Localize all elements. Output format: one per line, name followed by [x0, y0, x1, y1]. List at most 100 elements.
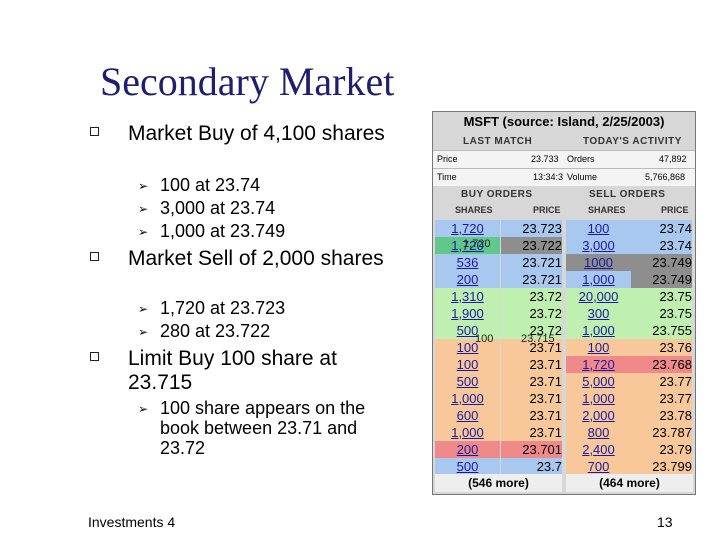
sell-price-cell: 23.76: [631, 339, 692, 356]
sell-shares-cell[interactable]: 700: [566, 458, 631, 475]
square-bullet-icon: [90, 252, 99, 261]
order-row: 1,900 23.72 300 23.75: [435, 305, 693, 322]
sell-shares-cell[interactable]: 1,000: [566, 322, 631, 339]
sell-shares-cell[interactable]: 20,000: [566, 288, 631, 305]
time-label: Time: [437, 172, 457, 182]
sell-shares-cell[interactable]: 2,000: [566, 407, 631, 424]
last-match-label: LAST MATCH: [463, 136, 533, 147]
arrow-bullet-icon: ➢: [138, 302, 149, 316]
buy-price-cell: 23.72: [501, 288, 562, 305]
order-row: 1,720 23.722 3,000 23.74: [435, 237, 693, 254]
bullet-text: Market Sell of 2,000 shares: [128, 247, 384, 270]
sell-shares-cell[interactable]: 800: [566, 424, 631, 441]
sell-shares-cell[interactable]: 100: [566, 220, 631, 237]
buy-shares-cell[interactable]: 500: [435, 322, 500, 339]
buy-orders-label: BUY ORDERS: [461, 189, 533, 200]
buy-price-cell: 23.722: [501, 237, 562, 254]
sub-bullet-text: 100 share appears on the book between 23…: [160, 398, 366, 458]
sell-price-cell: 23.799: [631, 458, 692, 475]
sell-shares-cell[interactable]: 1,000: [566, 390, 631, 407]
buy-shares-cell[interactable]: 536: [435, 254, 500, 271]
buy-price-cell: 23.71: [501, 390, 562, 407]
buy-shares-cell[interactable]: 600: [435, 407, 500, 424]
buy-price-cell: 23.71: [501, 373, 562, 390]
buy-shares-cell[interactable]: 200: [435, 441, 500, 458]
price-value: 23.733: [531, 154, 559, 164]
arrow-bullet-icon: ➢: [138, 402, 149, 416]
order-row: 500 23.71 5,000 23.77: [435, 373, 693, 390]
time-value: 13:34:3: [533, 172, 564, 182]
price-orders-row: Price 23.733 Orders 47,892: [433, 150, 695, 168]
sell-price-cell: 23.75: [631, 305, 692, 322]
buy-price-cell: 23.71: [501, 339, 562, 356]
overlay-new-order-shares: 100: [475, 333, 494, 345]
order-row: 100 23.71 100 23.76: [435, 339, 693, 356]
buy-price-cell: 23.71: [501, 356, 562, 373]
sub-bullet-text: 3,000 at 23.74: [160, 198, 276, 218]
sell-shares-cell[interactable]: 100: [566, 339, 631, 356]
sell-shares-cell[interactable]: 1,720: [566, 356, 631, 373]
sell-price-cell: 23.75: [631, 288, 692, 305]
buy-shares-cell[interactable]: 500: [435, 458, 500, 475]
buy-shares-cell[interactable]: 100: [435, 339, 500, 356]
buy-shares-cell[interactable]: 1,720: [435, 237, 500, 254]
order-row: 536 23.721 1000 23.749: [435, 254, 693, 271]
sell-orders-label: SELL ORDERS: [589, 189, 666, 200]
order-row: 1,720 23.723 100 23.74: [435, 220, 693, 237]
buy-shares-cell[interactable]: 100: [435, 356, 500, 373]
sell-shares-cell[interactable]: 1,000: [566, 271, 631, 288]
buy-price-cell: 23.72: [501, 322, 562, 339]
buy-price-cell: 23.71: [501, 407, 562, 424]
sell-more-link[interactable]: (464 more): [566, 474, 693, 492]
order-book: MSFT (source: Island, 2/25/2003) LAST MA…: [432, 111, 696, 495]
sell-price-cell: 23.74: [631, 237, 692, 254]
buy-more-link[interactable]: (546 more): [435, 474, 562, 492]
sell-price-cell: 23.79: [631, 441, 692, 458]
orders-value: 47,892: [659, 154, 687, 164]
buy-shares-cell[interactable]: 500: [435, 373, 500, 390]
buy-price-cell: 23.72: [501, 305, 562, 322]
sell-shares-cell[interactable]: 5,000: [566, 373, 631, 390]
bullet-text: Limit Buy 100 share at 23.715: [128, 347, 337, 394]
sell-price-cell: 23.768: [631, 356, 692, 373]
buy-shares-cell[interactable]: 1,720: [435, 220, 500, 237]
order-row: 100 23.71 1,720 23.768: [435, 356, 693, 373]
order-row: 1,310 23.72 20,000 23.75: [435, 288, 693, 305]
buy-price-cell: 23.723: [501, 220, 562, 237]
bullet-text: Market Buy of 4,100 shares: [128, 122, 385, 145]
overlay-new-order-price: 23.715: [521, 333, 555, 345]
sub-bullet-text: 100 at 23.74: [160, 175, 261, 195]
sell-price-cell: 23.78: [631, 407, 692, 424]
buy-shares-cell[interactable]: 1,000: [435, 390, 500, 407]
sell-price-cell: 23.749: [631, 254, 692, 271]
price-label: Price: [437, 154, 458, 164]
buy-shares-cell[interactable]: 1,000: [435, 424, 500, 441]
page-number: 13: [657, 514, 673, 530]
sell-shares-cell[interactable]: 2,400: [566, 441, 631, 458]
buy-shares-header: SHARES: [455, 205, 493, 215]
overlay-shares-label: 1,720: [463, 238, 491, 250]
sell-shares-cell[interactable]: 300: [566, 305, 631, 322]
sub-bullet-text: 1,000 at 23.749: [160, 221, 286, 241]
buy-price-cell: 23.721: [501, 254, 562, 271]
todays-activity-label: TODAY'S ACTIVITY: [583, 136, 682, 147]
buy-shares-cell[interactable]: 1,310: [435, 288, 500, 305]
sell-shares-cell[interactable]: 3,000: [566, 237, 631, 254]
buy-shares-cell[interactable]: 200: [435, 271, 500, 288]
order-row: 200 23.721 1,000 23.749: [435, 271, 693, 288]
buy-shares-cell[interactable]: 1,900: [435, 305, 500, 322]
sell-price-cell: 23.755: [631, 322, 692, 339]
order-book-title: MSFT (source: Island, 2/25/2003): [463, 114, 665, 129]
order-row: 1,000 23.71 1,000 23.77: [435, 390, 693, 407]
square-bullet-icon: [90, 127, 99, 136]
order-row: 1,000 23.71 800 23.787: [435, 424, 693, 441]
square-bullet-icon: [90, 352, 99, 361]
arrow-bullet-icon: ➢: [138, 179, 149, 193]
time-volume-row: Time 13:34:3 Volume 5,766,868: [433, 168, 695, 186]
sell-shares-header: SHARES: [588, 205, 626, 215]
buy-price-cell: 23.7: [501, 458, 562, 475]
volume-value: 5,766,868: [645, 172, 686, 182]
order-row: 200 23.701 2,400 23.79: [435, 441, 693, 458]
orders-label: Orders: [567, 154, 595, 164]
sell-shares-cell[interactable]: 1000: [566, 254, 631, 271]
